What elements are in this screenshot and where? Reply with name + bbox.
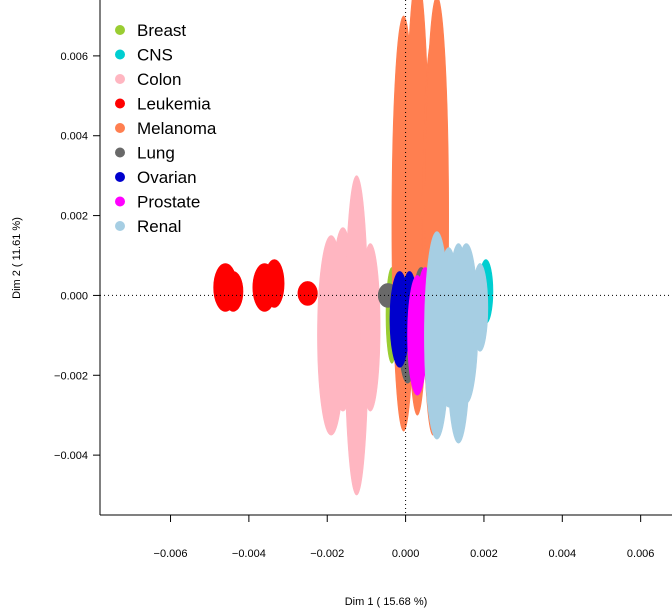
y-tick-label: 0.004 xyxy=(60,131,88,143)
legend-label-lung: Lung xyxy=(137,144,175,163)
legend-marker-leukemia xyxy=(115,98,125,109)
legend-label-melanoma: Melanoma xyxy=(137,119,217,138)
legend-label-prostate: Prostate xyxy=(137,193,200,212)
y-tick-label: −0.002 xyxy=(54,370,88,382)
legend-label-breast: Breast xyxy=(137,21,186,40)
ellipse-leukemia-2 xyxy=(223,271,244,312)
legend-marker-breast xyxy=(115,25,125,35)
ellipse-leukemia-5 xyxy=(297,281,318,306)
legend-marker-prostate xyxy=(115,196,125,207)
reference-lines xyxy=(100,0,672,515)
x-tick-label: −0.002 xyxy=(310,548,344,560)
legend: Breast CNS Colon Leukemia Melanoma Lung Ovaria… xyxy=(115,21,217,236)
legend-marker-lung xyxy=(115,147,125,158)
ellipse-renal-5 xyxy=(471,263,489,352)
x-tick-label: 0.000 xyxy=(392,548,420,560)
ellipse-layer xyxy=(213,0,494,496)
x-axis-title: Dim 1 ( 15.68 %) xyxy=(345,596,428,608)
x-tick-label: −0.004 xyxy=(232,548,266,560)
legend-label-cns: CNS xyxy=(137,46,173,65)
legend-label-ovarian: Ovarian xyxy=(137,168,197,187)
x-tick-label: 0.004 xyxy=(549,548,577,560)
x-tick-label: 0.002 xyxy=(470,548,498,560)
y-axis-title: Dim 2 ( 11.61 %) xyxy=(11,217,23,299)
legend-label-colon: Colon xyxy=(137,70,181,89)
x-tick-label: −0.006 xyxy=(154,548,188,560)
y-tick-label: −0.004 xyxy=(54,450,88,462)
legend-marker-cns xyxy=(115,49,125,60)
legend-marker-colon xyxy=(115,74,125,84)
x-tick-label: 0.006 xyxy=(627,548,655,560)
ellipse-leukemia-4 xyxy=(264,259,285,308)
legend-marker-renal xyxy=(115,221,125,231)
ellipse-colon-4 xyxy=(360,243,381,412)
y-tick-label: 0.000 xyxy=(60,290,88,302)
legend-marker-melanoma xyxy=(115,123,125,133)
legend-marker-ovarian xyxy=(115,172,125,182)
axes: −0.006 −0.004 −0.002 0.000 0.002 0.004 0.006 −0… xyxy=(54,0,672,560)
y-tick-label: 0.006 xyxy=(60,51,88,63)
legend-label-renal: Renal xyxy=(137,217,181,236)
legend-label-leukemia: Leukemia xyxy=(137,95,211,114)
y-tick-label: 0.002 xyxy=(60,211,88,223)
